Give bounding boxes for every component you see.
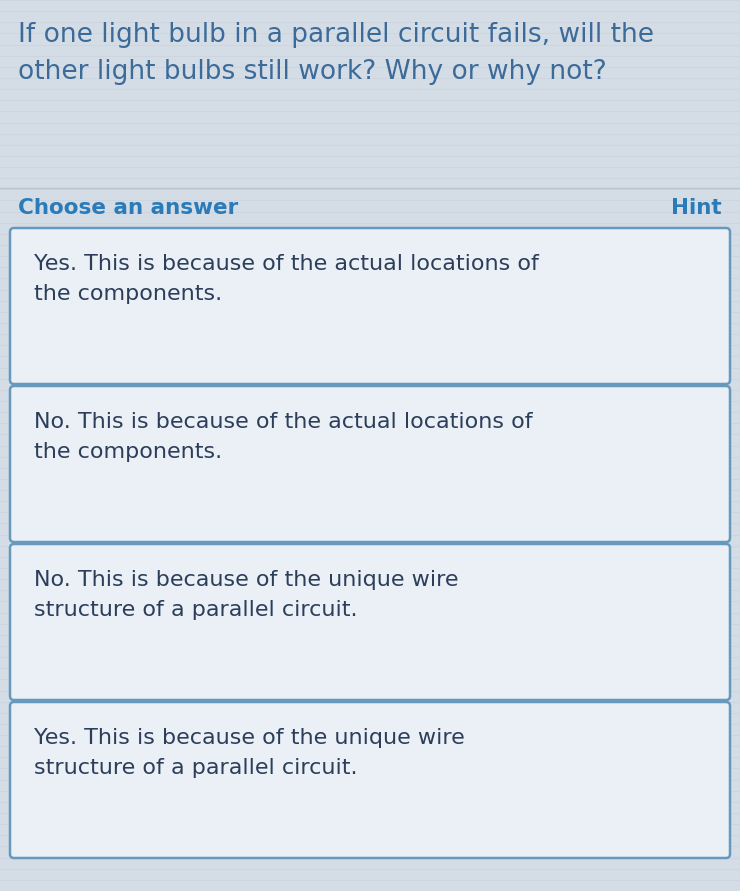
FancyBboxPatch shape <box>10 702 730 858</box>
FancyBboxPatch shape <box>10 386 730 542</box>
Text: Hint: Hint <box>671 198 722 218</box>
Text: No. This is because of the actual locations of
the components.: No. This is because of the actual locati… <box>34 412 533 462</box>
Text: Yes. This is because of the actual locations of
the components.: Yes. This is because of the actual locat… <box>34 254 539 304</box>
Text: Choose an answer: Choose an answer <box>18 198 238 218</box>
Text: If one light bulb in a parallel circuit fails, will the
other light bulbs still : If one light bulb in a parallel circuit … <box>18 22 654 85</box>
FancyBboxPatch shape <box>10 544 730 700</box>
Text: No. This is because of the unique wire
structure of a parallel circuit.: No. This is because of the unique wire s… <box>34 570 459 619</box>
Text: Yes. This is because of the unique wire
structure of a parallel circuit.: Yes. This is because of the unique wire … <box>34 728 465 778</box>
FancyBboxPatch shape <box>10 228 730 384</box>
